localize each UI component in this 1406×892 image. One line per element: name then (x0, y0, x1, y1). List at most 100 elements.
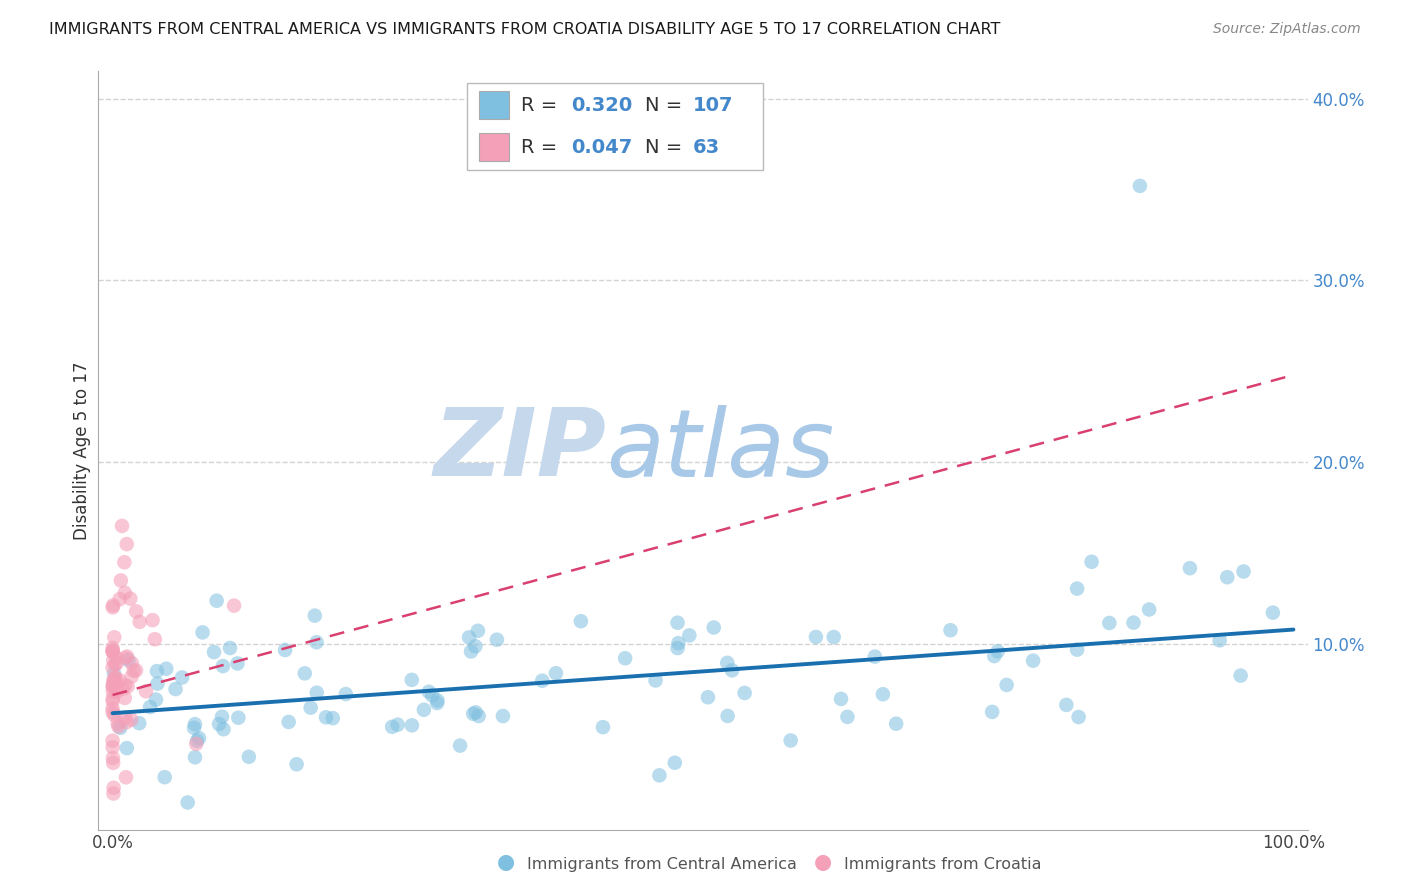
Point (1208, 633, 1230, 648)
Point (128, 716, 150, 731)
Point (191, 625, 214, 640)
Point (238, 749, 260, 764)
Point (101, 756, 124, 770)
Point (146, 664, 169, 678)
Point (305, 686, 328, 700)
Point (101, 599, 124, 613)
Point (103, 673, 125, 688)
Point (111, 681, 134, 696)
Point (983, 649, 1005, 664)
Point (228, 711, 250, 725)
Point (107, 720, 129, 734)
Point (531, 673, 554, 688)
Point (101, 701, 124, 715)
Point (872, 687, 894, 701)
Point (664, 756, 686, 770)
Point (188, 731, 211, 746)
Point (779, 733, 801, 747)
Point (101, 733, 124, 747)
Text: atlas: atlas (606, 405, 835, 496)
Point (121, 670, 143, 684)
Point (721, 664, 744, 678)
Point (1066, 582, 1088, 596)
Point (101, 684, 124, 698)
Point (139, 700, 162, 714)
Point (219, 640, 242, 655)
Point (226, 657, 249, 671)
Point (464, 706, 486, 720)
Point (165, 682, 187, 697)
Point (101, 678, 124, 692)
Point (128, 615, 150, 629)
Point (104, 657, 127, 672)
Point (101, 751, 124, 765)
Point (101, 645, 124, 659)
Point (426, 696, 449, 710)
Point (186, 734, 208, 748)
Point (678, 628, 700, 642)
Point (666, 641, 689, 656)
Point (208, 717, 231, 731)
Point (205, 593, 228, 607)
Point (115, 770, 138, 784)
Point (863, 649, 886, 664)
Point (299, 700, 322, 714)
Point (122, 664, 145, 678)
Point (1022, 654, 1045, 668)
Point (939, 624, 962, 638)
Point (146, 676, 169, 690)
Point (155, 662, 177, 676)
Point (114, 690, 136, 705)
Point (1178, 561, 1201, 575)
Point (104, 671, 127, 685)
Point (696, 690, 718, 705)
Point (1066, 642, 1088, 657)
Point (110, 574, 132, 588)
Point (1232, 565, 1254, 579)
Point (103, 630, 125, 644)
Point (1261, 606, 1284, 620)
Point (717, 709, 740, 723)
Point (1137, 602, 1160, 616)
Point (211, 709, 233, 723)
Point (460, 644, 482, 658)
Point (101, 680, 124, 694)
Point (103, 787, 125, 801)
Point (112, 555, 135, 569)
Point (121, 656, 143, 670)
Point (285, 757, 308, 772)
Point (105, 684, 128, 698)
Point (108, 673, 131, 688)
Point (381, 720, 404, 734)
Point (294, 666, 316, 681)
Point (1098, 615, 1121, 630)
Point (716, 656, 738, 670)
Point (105, 657, 128, 671)
Point (120, 591, 142, 606)
Point (115, 651, 138, 665)
Point (1080, 555, 1102, 569)
Point (184, 717, 207, 731)
Point (401, 673, 423, 687)
Point (110, 721, 132, 735)
Point (117, 653, 139, 667)
Point (644, 673, 666, 688)
Point (104, 671, 127, 685)
Point (183, 721, 205, 735)
Point (103, 666, 125, 681)
Point (1229, 668, 1251, 682)
Point (544, 666, 567, 681)
Point (212, 659, 235, 673)
Point (464, 639, 486, 653)
Point (103, 708, 125, 723)
Point (120, 713, 142, 727)
Point (103, 653, 125, 667)
Point (304, 608, 326, 623)
Point (995, 678, 1018, 692)
Point (418, 685, 440, 699)
Point (202, 645, 225, 659)
Text: IMMIGRANTS FROM CENTRAL AMERICA VS IMMIGRANTS FROM CROATIA DISABILITY AGE 5 TO 1: IMMIGRANTS FROM CENTRAL AMERICA VS IMMIG… (49, 22, 1001, 37)
Text: ●: ● (498, 853, 515, 872)
Point (101, 694, 124, 708)
Point (1054, 698, 1077, 712)
